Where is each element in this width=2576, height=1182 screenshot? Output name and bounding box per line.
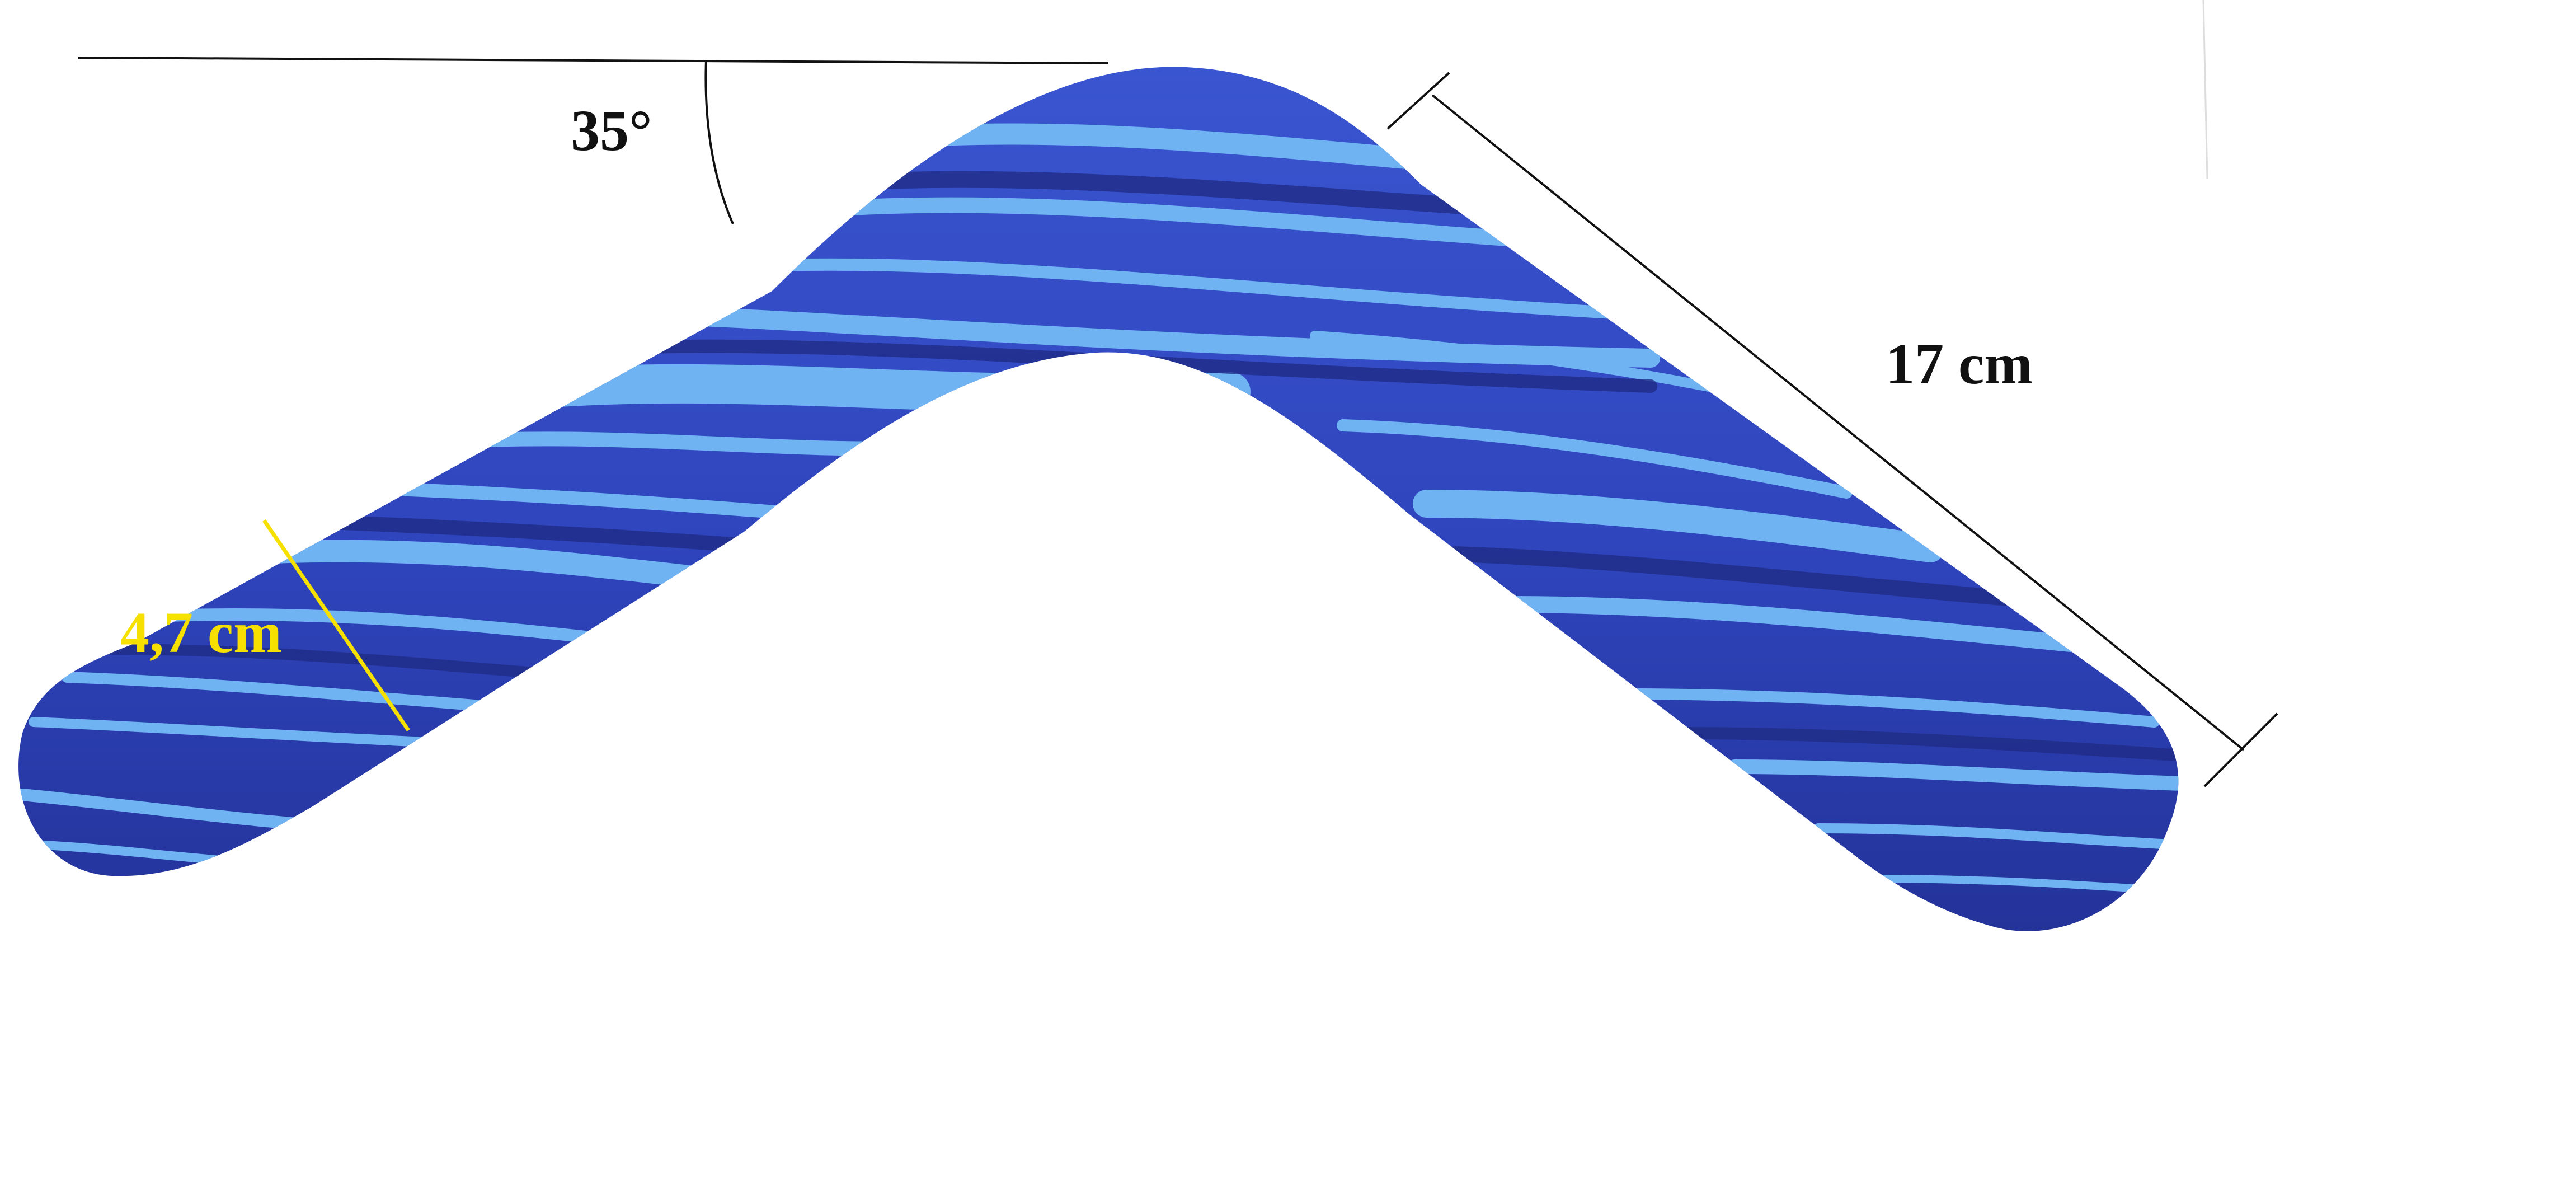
angle-label: 35° (571, 98, 652, 163)
length-tick-bottom (2203, 712, 2278, 787)
boomerang-body (18, 67, 2179, 931)
angle-indicator (78, 57, 1108, 224)
length-dimension (1386, 72, 2278, 787)
boomerang-stripes (18, 123, 2179, 894)
length-tick-top (1386, 72, 1450, 130)
length-line (1431, 94, 2245, 751)
width-line (262, 519, 410, 731)
length-label: 17 cm (1886, 332, 2033, 396)
angle-arc (704, 60, 734, 224)
horizontal-reference-line (78, 57, 1108, 64)
width-label: 4,7 cm (120, 601, 282, 665)
background-edge (2202, 0, 2208, 180)
boomerang (18, 67, 2179, 931)
